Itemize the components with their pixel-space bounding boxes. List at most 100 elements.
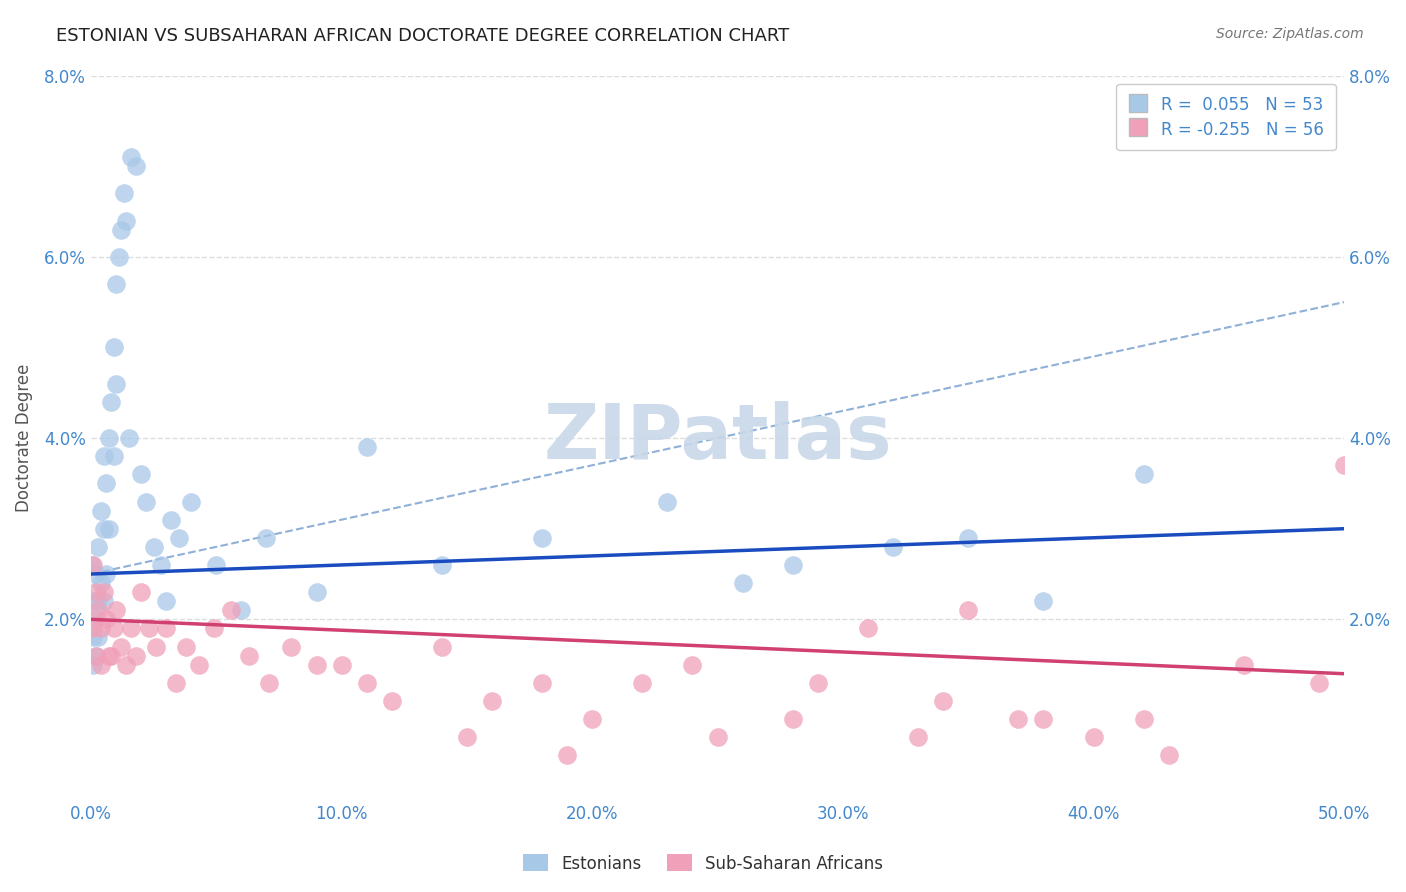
Point [103,340,125,354]
Point [87,594,110,608]
Point [90,657,112,672]
Point [110,640,132,654]
Point [150,558,173,572]
Point [221,603,243,617]
Point [90,576,112,591]
Point [1308,675,1330,690]
Point [356,675,378,690]
Point [932,694,955,708]
Point [706,730,728,744]
Point [257,675,280,690]
Point [882,540,904,554]
Point [280,640,302,654]
Point [94,612,117,626]
Point [581,712,603,726]
Point [103,449,125,463]
Point [731,576,754,591]
Point [1007,712,1029,726]
Point [117,431,139,445]
Point [84,585,107,599]
Point [94,476,117,491]
Point [160,513,183,527]
Point [90,503,112,517]
Point [155,594,177,608]
Y-axis label: Doctorate Degree: Doctorate Degree [15,364,32,512]
Point [107,250,129,264]
Point [631,675,654,690]
Point [93,585,115,599]
Point [125,159,148,173]
Point [254,531,277,545]
Point [155,621,177,635]
Point [138,621,160,635]
Point [84,648,107,663]
Point [657,494,679,508]
Point [430,640,453,654]
Point [165,675,187,690]
Point [105,277,128,291]
Point [97,431,120,445]
Point [907,730,929,744]
Point [129,585,152,599]
Point [782,558,804,572]
Point [82,657,104,672]
Point [115,213,138,227]
Point [430,558,453,572]
Point [103,621,125,635]
Point [87,603,110,617]
Point [82,558,104,572]
Point [330,657,353,672]
Point [1333,458,1355,473]
Point [1032,712,1054,726]
Point [456,730,478,744]
Point [84,567,107,582]
Point [305,585,328,599]
Point [97,648,120,663]
Text: ZIPatlas: ZIPatlas [543,401,891,475]
Point [531,531,554,545]
Point [1157,748,1180,763]
Point [682,657,704,672]
Point [1083,730,1105,744]
Point [238,648,260,663]
Point [84,648,107,663]
Point [174,640,197,654]
Point [87,540,110,554]
Point [145,640,167,654]
Legend: Estonians, Sub-Saharan Africans: Estonians, Sub-Saharan Africans [516,847,890,880]
Text: Source: ZipAtlas.com: Source: ZipAtlas.com [1216,27,1364,41]
Point [135,494,157,508]
Point [100,648,122,663]
Point [93,449,115,463]
Point [856,621,879,635]
Point [305,657,328,672]
Point [187,657,209,672]
Point [125,648,148,663]
Point [381,694,404,708]
Point [1032,594,1054,608]
Point [129,467,152,482]
Point [93,594,115,608]
Text: ESTONIAN VS SUBSAHARAN AFRICAN DOCTORATE DEGREE CORRELATION CHART: ESTONIAN VS SUBSAHARAN AFRICAN DOCTORATE… [56,27,790,45]
Point [82,594,104,608]
Point [105,376,128,391]
Point [87,631,110,645]
Point [555,748,578,763]
Point [120,621,142,635]
Point [82,558,104,572]
Point [531,675,554,690]
Point [142,540,165,554]
Point [205,558,228,572]
Point [807,675,830,690]
Point [957,531,980,545]
Point [94,567,117,582]
Point [202,621,225,635]
Point [82,631,104,645]
Point [115,657,138,672]
Point [112,186,135,201]
Point [90,621,112,635]
Point [82,621,104,635]
Point [97,522,120,536]
Point [231,603,253,617]
Point [105,603,128,617]
